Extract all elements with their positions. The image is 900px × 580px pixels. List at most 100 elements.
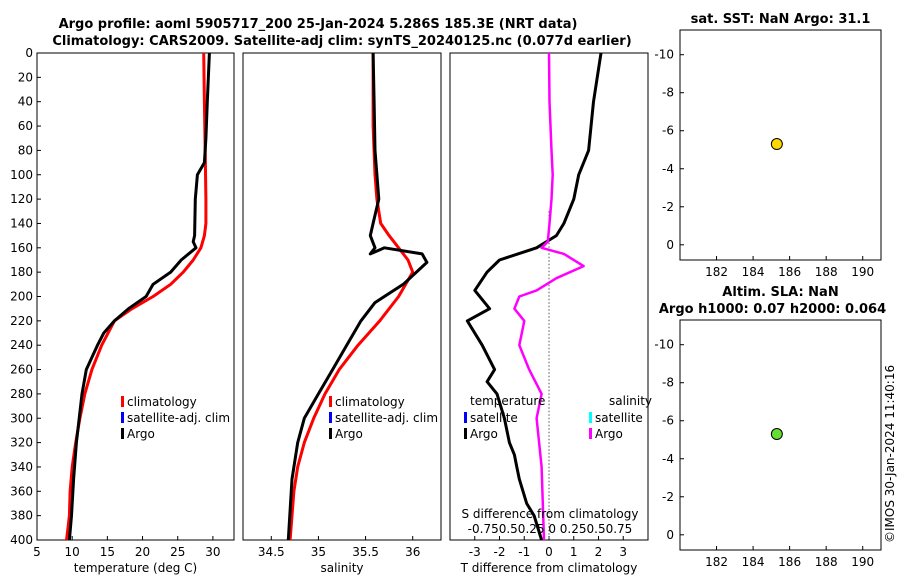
difference-legend-t-satellite-swatch: [464, 412, 467, 423]
temperature-legend-satellite-label: satellite-adj. clim: [127, 411, 230, 425]
temperature-xtick-label: 25: [170, 545, 185, 559]
sst-ytick-label: 0: [666, 238, 674, 252]
temperature-legend-argo-label: Argo: [127, 427, 155, 441]
salinity-legend-satellite-label: satellite-adj. clim: [335, 411, 438, 425]
temperature-series-argo: [67, 52, 211, 541]
sst-axes-frame: [679, 29, 882, 261]
difference-series-t-argo: [465, 52, 603, 541]
sla-xtick-label: 190: [851, 555, 874, 569]
difference-top-label: S difference from climatology: [462, 507, 639, 521]
sst-xtick-label: 182: [705, 265, 728, 279]
temperature-ytick-label: 200: [10, 290, 33, 304]
salinity-legend-argo-label: Argo: [335, 427, 363, 441]
temperature-ytick-label: 300: [10, 411, 33, 425]
sla-ytick-label: 0: [666, 528, 674, 542]
salinity-series-climatology: [288, 53, 415, 541]
temperature-xtick-label: 5: [33, 545, 41, 559]
imos-timestamp: ©IMOS 30-Jan-2024 11:40:16: [883, 365, 897, 543]
temperature-legend-argo-swatch: [121, 428, 124, 439]
sst-xtick-label: 186: [778, 265, 801, 279]
temperature-ytick-label: 140: [10, 216, 33, 230]
temperature-ytick-label: 280: [10, 387, 33, 401]
difference-legend-temperature-title: temperature: [470, 394, 545, 408]
salinity-axes-frame: [242, 52, 442, 541]
sst-point: [770, 138, 783, 151]
salinity-series-argo: [286, 52, 429, 541]
temperature-ytick-label: 360: [10, 484, 33, 498]
sst-title: sat. SST: NaN Argo: 31.1: [691, 12, 871, 27]
sla-ytick-label: -8: [662, 376, 674, 390]
sst-ytick-label: -6: [662, 124, 674, 138]
difference-series-s-argo: [513, 52, 585, 541]
temperature-ytick-label: 120: [10, 192, 33, 206]
sla-ytick-label: -6: [662, 414, 674, 428]
temperature-ytick-label: 80: [18, 143, 33, 157]
sla-ytick-label: -4: [662, 452, 674, 466]
difference-legend-t-argo-label: Argo: [470, 427, 498, 441]
difference-legend-s-satellite-label: satellite: [595, 411, 643, 425]
temperature-ytick-label: 240: [10, 338, 33, 352]
difference-legend-t-argo-swatch: [464, 428, 467, 439]
sla-ytick-label: -2: [662, 490, 674, 504]
difference-legend-t-satellite-label: satellite: [470, 411, 518, 425]
difference-legend-salinity-title: salinity: [609, 394, 652, 408]
temperature-ytick-label: 100: [10, 168, 33, 182]
difference-xtick-label: 1: [570, 545, 578, 559]
temperature-ytick-label: 60: [18, 119, 33, 133]
temperature-ytick-label: 340: [10, 460, 33, 474]
temperature-ytick-label: 40: [18, 95, 33, 109]
difference-top-ticks: -0.750.50.25 0 0.250.50.75: [468, 522, 633, 536]
temperature-xaxis-label: temperature (deg C): [74, 561, 197, 575]
temperature-ytick-label: 380: [10, 509, 33, 523]
difference-legend-s-satellite-swatch: [589, 412, 592, 423]
sla-xtick-label: 184: [742, 555, 765, 569]
salinity-xtick-label: 34.5: [258, 545, 285, 559]
temperature-xtick-label: 30: [205, 545, 220, 559]
salinity-legend-climatology-swatch: [329, 396, 332, 407]
figure-title-line1: Argo profile: aoml 5905717_200 25-Jan-20…: [59, 17, 578, 32]
salinity-legend-climatology-label: climatology: [335, 395, 405, 409]
sla-title-2: Argo h1000: 0.07 h2000: 0.064: [659, 302, 886, 317]
difference-legend-s-argo-label: Argo: [595, 427, 623, 441]
difference-xtick-label: -3: [469, 545, 481, 559]
figure-title-line2: Climatology: CARS2009. Satellite-adj cli…: [52, 34, 631, 49]
difference-legend-s-argo-swatch: [589, 428, 592, 439]
sla-xtick-label: 186: [778, 555, 801, 569]
salinity-legend-satellite-swatch: [329, 412, 332, 423]
difference-xtick-label: 3: [619, 545, 627, 559]
temperature-ytick-label: 400: [10, 533, 33, 547]
salinity-xtick-label: 35.5: [352, 545, 379, 559]
sla-title: Altim. SLA: NaN: [722, 285, 838, 300]
difference-xtick-label: 0: [545, 545, 553, 559]
temperature-ytick-label: 20: [18, 70, 33, 84]
sla-xtick-label: 182: [705, 555, 728, 569]
sst-ytick-label: -4: [662, 162, 674, 176]
salinity-xaxis-label: salinity: [320, 561, 363, 575]
sla-ytick-label: -10: [654, 338, 674, 352]
salinity-legend-argo-swatch: [329, 428, 332, 439]
difference-xtick-label: -1: [518, 545, 530, 559]
sla-axes-frame: [679, 319, 882, 551]
salinity-xtick-label: 36: [405, 545, 420, 559]
temperature-xtick-label: 20: [135, 545, 150, 559]
sla-xtick-label: 188: [815, 555, 838, 569]
temperature-xtick-label: 15: [100, 545, 115, 559]
salinity-xtick-label: 35: [311, 545, 326, 559]
temperature-legend-satellite-swatch: [121, 412, 124, 423]
sst-ytick-label: -8: [662, 86, 674, 100]
sst-xtick-label: 184: [742, 265, 765, 279]
temperature-ytick-label: 220: [10, 314, 33, 328]
temperature-ytick-label: 160: [10, 241, 33, 255]
sst-ytick-label: -10: [654, 48, 674, 62]
temperature-ytick-label: 180: [10, 265, 33, 279]
difference-xaxis-label: T difference from climatology: [460, 561, 638, 575]
temperature-series-climatology: [65, 52, 208, 541]
difference-xtick-label: -2: [494, 545, 506, 559]
temperature-xtick-label: 10: [65, 545, 80, 559]
sst-xtick-label: 190: [851, 265, 874, 279]
sla-point: [770, 428, 783, 441]
temperature-ytick-label: 260: [10, 363, 33, 377]
sst-ytick-label: -2: [662, 200, 674, 214]
sst-xtick-label: 188: [815, 265, 838, 279]
